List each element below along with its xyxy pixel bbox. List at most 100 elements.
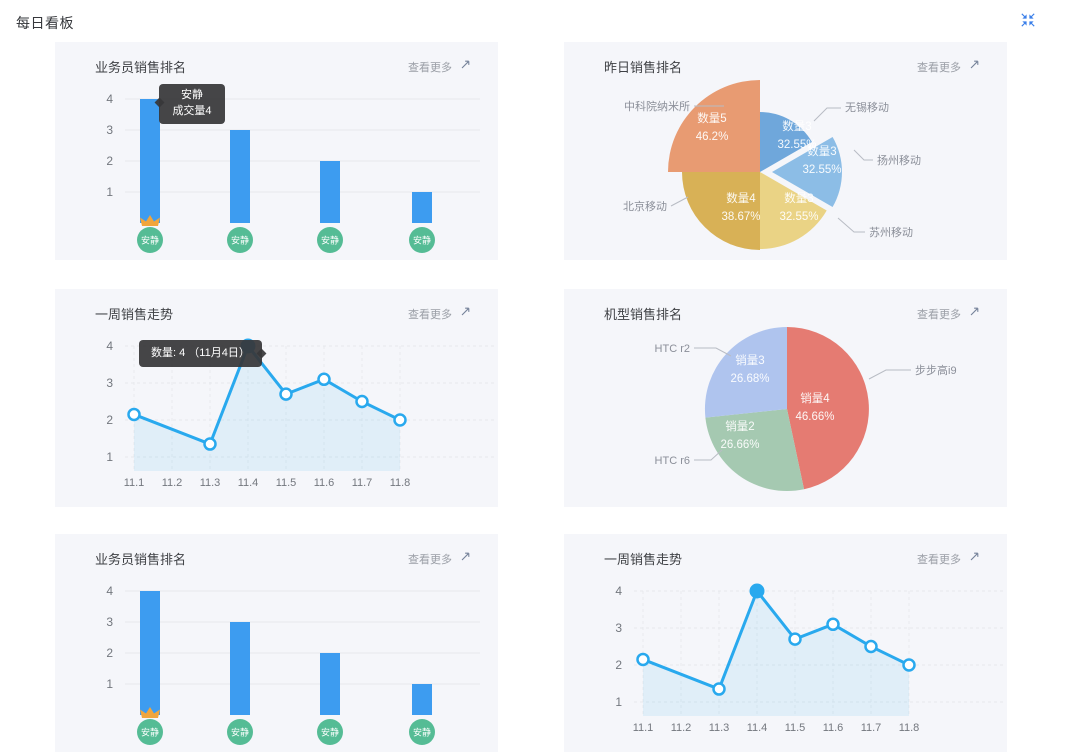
x-axis-label: 11.5	[785, 722, 806, 734]
bar[interactable]	[412, 192, 432, 223]
view-more-link[interactable]: 查看更多	[917, 554, 961, 566]
avatar[interactable]	[409, 227, 435, 253]
area-fill	[643, 591, 909, 716]
card-title: 昨日销售排名	[604, 60, 683, 75]
expand-icon[interactable]	[460, 306, 471, 317]
view-more-link[interactable]: 查看更多	[917, 309, 961, 321]
card-title: 一周销售走势	[95, 307, 174, 322]
line-point[interactable]	[355, 394, 369, 409]
pie-slice[interactable]	[705, 409, 804, 491]
slice-outer-label: HTC r6	[655, 455, 690, 467]
y-axis-label: 3	[615, 621, 622, 635]
expand-icon[interactable]	[969, 551, 980, 562]
expand-icon[interactable]	[969, 59, 980, 70]
x-axis-label: 11.4	[747, 722, 768, 734]
line-point[interactable]	[317, 372, 331, 387]
x-axis-label: 11.4	[238, 477, 259, 489]
line-point[interactable]	[636, 652, 650, 667]
slice-pct-label: 32.55%	[779, 211, 818, 223]
card-model-ranking: 机型销售排名 查看更多 销量4 46.66% 销量2 26.66% 销量3 26.68% H…	[564, 289, 1007, 507]
expand-icon[interactable]	[460, 59, 471, 70]
card-title: 一周销售走势	[604, 552, 683, 567]
avatar[interactable]	[317, 227, 343, 253]
card-title: 业务员销售排名	[95, 552, 187, 567]
slice-outer-label: 中科院纳米所	[624, 99, 690, 113]
collapse-button[interactable]	[1019, 11, 1037, 29]
slice-pct-label: 46.66%	[795, 411, 834, 423]
slice-pct-label: 26.66%	[720, 439, 759, 451]
slice-qty-label: 数量3	[807, 144, 836, 158]
slice-pct-label: 46.2%	[696, 131, 729, 143]
slice-qty-label: 数量5	[697, 111, 726, 125]
line-point[interactable]	[127, 407, 141, 422]
bar[interactable]	[412, 684, 432, 715]
x-axis-label: 11.2	[162, 477, 183, 489]
slice-pct-label: 32.55%	[802, 164, 841, 176]
x-axis-label: 11.6	[314, 477, 335, 489]
slice-qty-label: 销量3	[735, 353, 764, 367]
view-more-link[interactable]: 查看更多	[408, 62, 452, 74]
bar[interactable]	[320, 161, 340, 223]
label-leader-line	[694, 449, 723, 461]
line-point[interactable]	[393, 413, 407, 427]
bar[interactable]	[230, 622, 250, 715]
x-axis-label: 11.7	[861, 722, 882, 734]
label-leader-line	[670, 196, 689, 207]
bar[interactable]	[230, 130, 250, 223]
bar[interactable]	[140, 591, 160, 715]
slice-pct-label: 38.67%	[721, 211, 760, 223]
slice-outer-label: 无锡移动	[845, 100, 889, 114]
slice-pct-label: 32.55%	[777, 139, 816, 151]
y-axis-label: 4	[615, 584, 622, 598]
pie-slice[interactable]	[682, 172, 760, 250]
avatar-label: 安静	[413, 235, 431, 246]
pie-slice[interactable]	[668, 80, 760, 172]
avatar-label: 安静	[321, 235, 339, 246]
pie-slice[interactable]	[787, 327, 869, 490]
view-more-link[interactable]: 查看更多	[917, 62, 961, 74]
y-axis-label: 2	[106, 154, 113, 168]
pie-slice[interactable]	[704, 326, 787, 418]
y-axis-label: 3	[106, 123, 113, 137]
line-point[interactable]	[826, 617, 840, 632]
bar[interactable]	[140, 99, 160, 223]
pie-slice[interactable]	[760, 172, 827, 250]
line-point[interactable]	[279, 387, 293, 401]
x-axis-label: 11.5	[276, 477, 297, 489]
pie-slice[interactable]	[760, 111, 812, 172]
y-axis-label: 3	[106, 615, 113, 629]
avatar-label: 安静	[321, 727, 339, 738]
y-axis-label: 4	[106, 92, 113, 106]
line-point[interactable]	[203, 437, 217, 451]
line-point[interactable]	[712, 682, 726, 696]
area-fill	[134, 346, 400, 471]
y-axis-label: 4	[106, 584, 113, 598]
label-leader-line	[813, 107, 841, 122]
expand-icon[interactable]	[460, 551, 471, 562]
pie-slice[interactable]	[772, 137, 842, 207]
x-axis-label: 11.3	[709, 722, 730, 734]
line-point[interactable]	[864, 639, 878, 654]
slice-outer-label: 苏州移动	[869, 226, 913, 239]
x-axis-label: 11.1	[633, 722, 654, 734]
page-title: 每日看板	[16, 15, 74, 31]
slice-outer-label: HTC r2	[655, 343, 690, 355]
slice-qty-label: 销量2	[725, 419, 754, 433]
avatar[interactable]	[137, 227, 163, 253]
view-more-link[interactable]: 查看更多	[408, 554, 452, 566]
card-weekly-trend: 一周销售走势 查看更多 数量: 4 （11月4日） 4 3 2 1 11.1 11.2 11…	[55, 289, 498, 507]
avatar[interactable]	[227, 227, 253, 253]
y-axis-label: 1	[615, 695, 622, 709]
view-more-link[interactable]: 查看更多	[408, 309, 452, 321]
line-point[interactable]	[240, 338, 256, 354]
x-axis-label: 11.3	[200, 477, 221, 489]
line-point[interactable]	[902, 658, 916, 672]
y-axis-label: 2	[106, 413, 113, 427]
avatar-label: 安静	[141, 235, 159, 246]
line-point[interactable]	[788, 632, 802, 646]
line-point[interactable]	[749, 583, 765, 599]
avatar-label: 安静	[141, 727, 159, 738]
expand-icon[interactable]	[969, 306, 980, 317]
bar[interactable]	[320, 653, 340, 715]
card-title: 业务员销售排名	[95, 60, 187, 75]
